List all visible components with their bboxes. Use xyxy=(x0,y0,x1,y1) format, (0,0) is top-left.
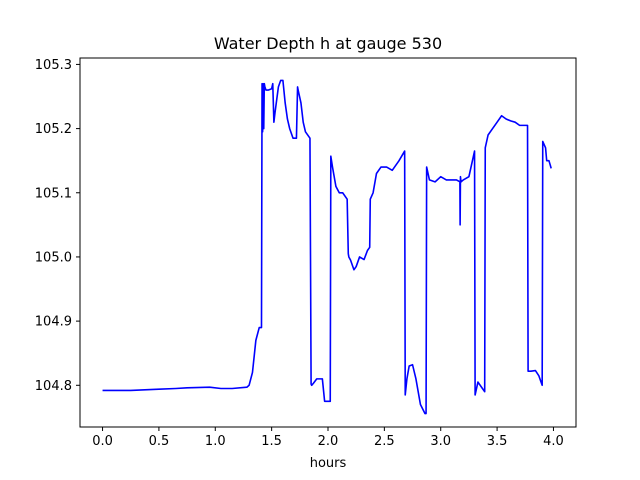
x-tick-label: 2.0 xyxy=(318,434,339,449)
x-tick-label: 3.0 xyxy=(430,434,451,449)
x-tick-label: 3.5 xyxy=(487,434,508,449)
chart-title: Water Depth h at gauge 530 xyxy=(214,34,442,53)
x-tick-label: 0.5 xyxy=(149,434,170,449)
x-tick-label: 2.5 xyxy=(374,434,395,449)
y-axis: 104.8 104.9 105.0 105.1 105.2 105.3 xyxy=(35,58,80,394)
y-tick-label: 105.1 xyxy=(35,186,72,201)
x-tick-label: 1.5 xyxy=(261,434,282,449)
y-tick-label: 105.0 xyxy=(35,250,72,265)
y-tick-label: 105.3 xyxy=(35,58,72,73)
x-tick-label: 0.0 xyxy=(92,434,113,449)
x-tick-label: 1.0 xyxy=(205,434,226,449)
y-tick-label: 104.8 xyxy=(35,379,72,394)
x-tick-label: 4.0 xyxy=(543,434,564,449)
x-axis-label: hours xyxy=(310,456,347,471)
y-tick-label: 105.2 xyxy=(35,122,72,137)
x-axis: 0.0 0.5 1.0 1.5 2.0 2.5 3.0 3.5 4.0 xyxy=(92,427,564,449)
series-line-0 xyxy=(102,79,552,415)
y-tick-label: 104.9 xyxy=(35,315,72,330)
